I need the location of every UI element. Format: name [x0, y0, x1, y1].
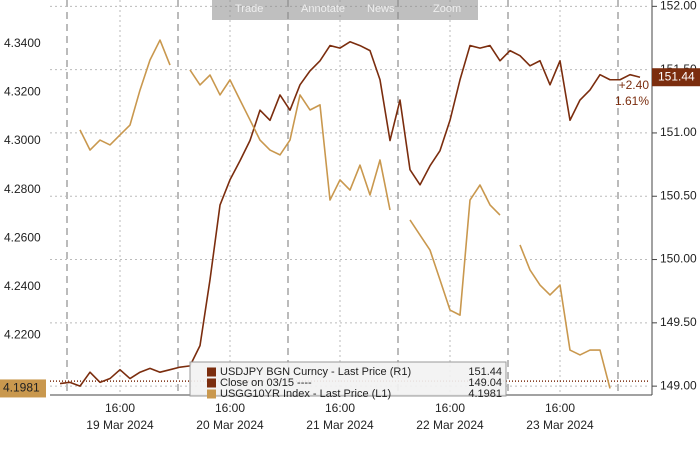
x-tick-label: 16:00 — [435, 401, 465, 415]
y-tick-label: 4.3400 — [4, 36, 41, 50]
toolbar-button[interactable]: Annotate — [301, 3, 345, 15]
x-tick-sublabel: 23 Mar 2024 — [526, 418, 594, 432]
y2-tick-label: 149.00 — [660, 378, 697, 392]
y-tick-label: 4.2200 — [4, 327, 41, 341]
last-price-box — [652, 68, 700, 87]
series-line — [59, 40, 641, 387]
x-tick-label: 16:00 — [325, 401, 355, 415]
x-tick-sublabel: 19 Mar 2024 — [86, 418, 154, 432]
legend-label: USDJPY BGN Curncy - Last Price (R1) — [220, 366, 411, 378]
x-tick-sublabel: 20 Mar 2024 — [196, 418, 264, 432]
legend-value: 151.44 — [468, 366, 502, 378]
x-tick-sublabel: 22 Mar 2024 — [416, 418, 484, 432]
y-tick-label: 4.3000 — [4, 133, 41, 147]
y-tick-label: 4.3200 — [4, 85, 41, 99]
day-separators — [66, 0, 619, 395]
last-price-box — [0, 379, 46, 398]
legend-swatch — [207, 367, 216, 377]
y2-tick-label: 150.50 — [660, 188, 697, 202]
toolbar-button[interactable]: News — [367, 3, 395, 15]
toolbar-button[interactable]: Trade — [235, 3, 263, 15]
legend-value: 4.1981 — [468, 388, 502, 400]
toolbar: Trade Annotate News Zoom — [212, 0, 478, 20]
x-tick-label: 16:00 — [215, 401, 245, 415]
legend-swatch — [207, 389, 216, 399]
change-label: +2.40 — [619, 78, 650, 92]
y-tick-label: 4.2800 — [4, 182, 41, 196]
y-tick-label: 4.2400 — [4, 279, 41, 293]
toolbar-bg — [212, 0, 478, 20]
legend-value: 149.04 — [468, 377, 502, 389]
last-price-label: 151.44 — [658, 69, 695, 83]
y2-tick-label: 151.00 — [660, 125, 697, 139]
x-tick-label: 16:00 — [105, 401, 135, 415]
y2-tick-label: 149.50 — [660, 315, 697, 329]
x-tick-sublabel: 21 Mar 2024 — [306, 418, 374, 432]
legend-box — [189, 361, 507, 397]
y2-tick-label: 152.00 — [660, 0, 697, 13]
last-price-label: 4.1981 — [3, 381, 40, 395]
legend-label: Close on 03/15 ---- — [220, 377, 312, 389]
y2-tick-label: 150.00 — [660, 252, 697, 266]
toolbar-button[interactable]: Zoom — [433, 3, 461, 15]
y-tick-label: 4.2600 — [4, 230, 41, 244]
series-line — [79, 39, 611, 389]
change-pct-label: 1.61% — [615, 94, 649, 108]
legend-swatch — [207, 378, 216, 388]
legend: USDJPY BGN Curncy - Last Price (R1) 151.4… — [189, 361, 507, 400]
x-tick-label: 16:00 — [545, 401, 575, 415]
legend-label: USGG10YR Index - Last Price (L1) — [220, 388, 391, 400]
